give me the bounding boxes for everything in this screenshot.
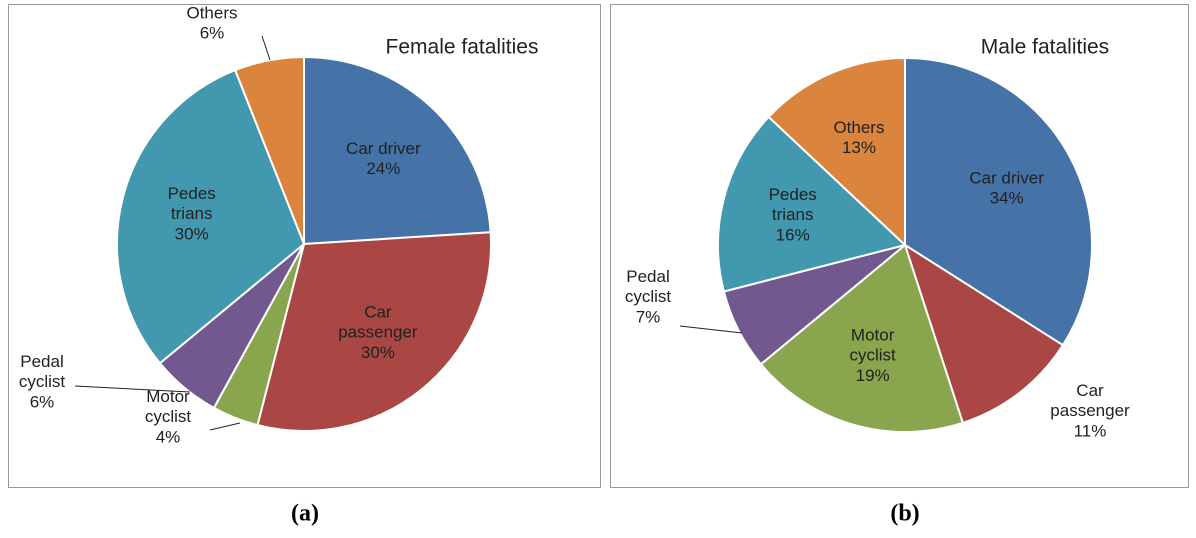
pie-slice — [904, 56, 1093, 347]
slice-label: Pedal cyclist — [19, 352, 66, 391]
value-label: 11% — [1074, 421, 1107, 440]
panel-frame — [610, 4, 1189, 488]
pie-slice — [717, 115, 908, 293]
pie-slice — [233, 55, 305, 245]
value-label: 6% — [30, 392, 55, 411]
pie-slice — [303, 55, 492, 246]
value-label: 30% — [175, 225, 209, 244]
value-label: 6% — [200, 23, 225, 42]
slice-label: Pedes trians — [168, 185, 216, 224]
slice-label: Car driver — [346, 139, 421, 158]
value-label: 13% — [842, 138, 876, 157]
leader-line — [679, 325, 743, 334]
slice-label: Pedal cyclist — [625, 267, 672, 306]
slice-label: Pedes trians — [769, 186, 817, 225]
value-label: 30% — [361, 343, 395, 362]
pie-slice — [116, 68, 306, 365]
panel-frame — [8, 4, 601, 488]
slice-label: Car passenger — [338, 303, 418, 342]
value-label: 7% — [636, 307, 661, 326]
value-label: 4% — [156, 427, 181, 446]
leader-line — [209, 422, 241, 431]
value-label: 24% — [366, 159, 400, 178]
slice-label: Others — [833, 118, 884, 137]
slice-label: Car driver — [969, 169, 1044, 188]
pie-slice — [759, 243, 965, 433]
slice-label: Others — [186, 3, 237, 22]
chart-title: Female fatalities — [386, 36, 539, 59]
pie-slice — [767, 56, 906, 248]
value-label: 16% — [776, 226, 810, 245]
value-label: 34% — [990, 189, 1024, 208]
pie-slice — [256, 231, 492, 432]
leader-line — [261, 35, 271, 61]
chart-title: Male fatalities — [981, 36, 1109, 59]
pie-slice — [903, 242, 1065, 425]
slice-label: Motor cyclist — [850, 326, 897, 365]
leader-line — [74, 385, 191, 393]
slice-label: Motor cyclist — [145, 387, 192, 426]
caption: (b) — [890, 501, 919, 527]
value-label: 19% — [856, 366, 890, 385]
slice-label: Car passenger — [1050, 381, 1130, 420]
caption: (a) — [291, 501, 319, 527]
